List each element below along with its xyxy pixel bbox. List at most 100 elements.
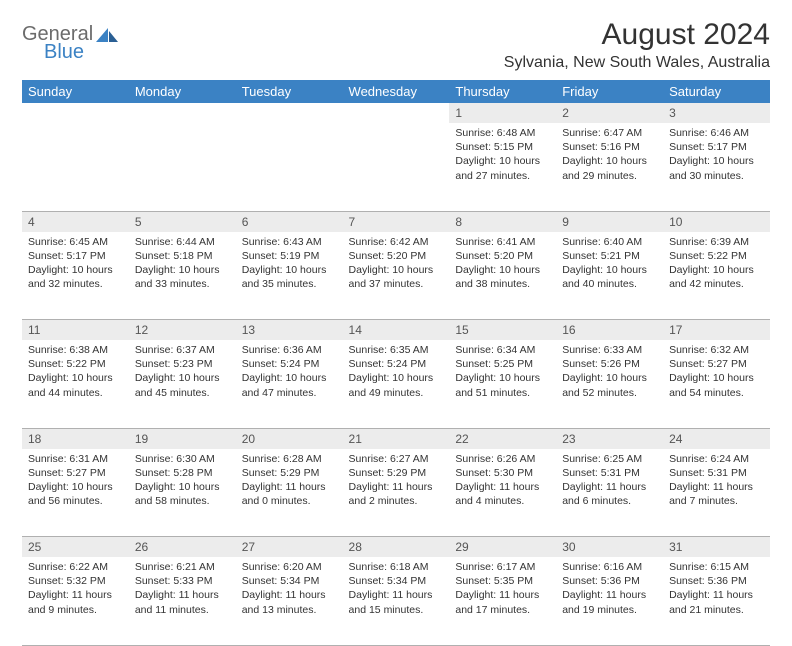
day-number-14: 14: [343, 320, 450, 341]
day-details-7: Sunrise: 6:42 AMSunset: 5:20 PMDaylight:…: [343, 232, 450, 298]
day-number-31: 31: [663, 537, 770, 558]
logo-part2: Blue: [44, 42, 118, 62]
weekday-thursday: Thursday: [449, 80, 556, 103]
day-number-4: 4: [22, 211, 129, 232]
day-cell-28: Sunrise: 6:18 AMSunset: 5:34 PMDaylight:…: [343, 557, 450, 645]
day-details-11: Sunrise: 6:38 AMSunset: 5:22 PMDaylight:…: [22, 340, 129, 406]
day-cell-11: Sunrise: 6:38 AMSunset: 5:22 PMDaylight:…: [22, 340, 129, 428]
day-details-15: Sunrise: 6:34 AMSunset: 5:25 PMDaylight:…: [449, 340, 556, 406]
day-cell-31: Sunrise: 6:15 AMSunset: 5:36 PMDaylight:…: [663, 557, 770, 645]
day-details-19: Sunrise: 6:30 AMSunset: 5:28 PMDaylight:…: [129, 449, 236, 515]
day-number-7: 7: [343, 211, 450, 232]
day-details-21: Sunrise: 6:27 AMSunset: 5:29 PMDaylight:…: [343, 449, 450, 515]
day-number-18: 18: [22, 428, 129, 449]
day-number-1: 1: [449, 103, 556, 123]
day-details-1: Sunrise: 6:48 AMSunset: 5:15 PMDaylight:…: [449, 123, 556, 189]
day-cell-5: Sunrise: 6:44 AMSunset: 5:18 PMDaylight:…: [129, 232, 236, 320]
day-number-2: 2: [556, 103, 663, 123]
day-cell-9: Sunrise: 6:40 AMSunset: 5:21 PMDaylight:…: [556, 232, 663, 320]
day-number-23: 23: [556, 428, 663, 449]
day-details-8: Sunrise: 6:41 AMSunset: 5:20 PMDaylight:…: [449, 232, 556, 298]
day-number-27: 27: [236, 537, 343, 558]
day-number-24: 24: [663, 428, 770, 449]
day-details-17: Sunrise: 6:32 AMSunset: 5:27 PMDaylight:…: [663, 340, 770, 406]
day-number-12: 12: [129, 320, 236, 341]
day-number-8: 8: [449, 211, 556, 232]
day-number-26: 26: [129, 537, 236, 558]
empty-cell: [22, 123, 129, 211]
day-cell-29: Sunrise: 6:17 AMSunset: 5:35 PMDaylight:…: [449, 557, 556, 645]
empty-daynum: [343, 103, 450, 123]
day-cell-26: Sunrise: 6:21 AMSunset: 5:33 PMDaylight:…: [129, 557, 236, 645]
day-cell-23: Sunrise: 6:25 AMSunset: 5:31 PMDaylight:…: [556, 449, 663, 537]
weekday-wednesday: Wednesday: [343, 80, 450, 103]
day-number-21: 21: [343, 428, 450, 449]
day-cell-2: Sunrise: 6:47 AMSunset: 5:16 PMDaylight:…: [556, 123, 663, 211]
day-cell-16: Sunrise: 6:33 AMSunset: 5:26 PMDaylight:…: [556, 340, 663, 428]
day-details-14: Sunrise: 6:35 AMSunset: 5:24 PMDaylight:…: [343, 340, 450, 406]
day-cell-15: Sunrise: 6:34 AMSunset: 5:25 PMDaylight:…: [449, 340, 556, 428]
weekday-monday: Monday: [129, 80, 236, 103]
day-number-17: 17: [663, 320, 770, 341]
day-details-9: Sunrise: 6:40 AMSunset: 5:21 PMDaylight:…: [556, 232, 663, 298]
day-details-22: Sunrise: 6:26 AMSunset: 5:30 PMDaylight:…: [449, 449, 556, 515]
day-cell-12: Sunrise: 6:37 AMSunset: 5:23 PMDaylight:…: [129, 340, 236, 428]
day-cell-24: Sunrise: 6:24 AMSunset: 5:31 PMDaylight:…: [663, 449, 770, 537]
day-cell-10: Sunrise: 6:39 AMSunset: 5:22 PMDaylight:…: [663, 232, 770, 320]
weekday-sunday: Sunday: [22, 80, 129, 103]
day-number-5: 5: [129, 211, 236, 232]
logo-sail-icon: [96, 28, 118, 42]
location: Sylvania, New South Wales, Australia: [504, 54, 770, 72]
day-details-26: Sunrise: 6:21 AMSunset: 5:33 PMDaylight:…: [129, 557, 236, 623]
day-cell-21: Sunrise: 6:27 AMSunset: 5:29 PMDaylight:…: [343, 449, 450, 537]
day-cell-6: Sunrise: 6:43 AMSunset: 5:19 PMDaylight:…: [236, 232, 343, 320]
day-cell-4: Sunrise: 6:45 AMSunset: 5:17 PMDaylight:…: [22, 232, 129, 320]
calendar-table: SundayMondayTuesdayWednesdayThursdayFrid…: [22, 80, 770, 646]
day-details-18: Sunrise: 6:31 AMSunset: 5:27 PMDaylight:…: [22, 449, 129, 515]
weekday-friday: Friday: [556, 80, 663, 103]
weekday-saturday: Saturday: [663, 80, 770, 103]
header: GeneralBlue August 2024 Sylvania, New So…: [22, 18, 770, 78]
day-details-12: Sunrise: 6:37 AMSunset: 5:23 PMDaylight:…: [129, 340, 236, 406]
day-details-6: Sunrise: 6:43 AMSunset: 5:19 PMDaylight:…: [236, 232, 343, 298]
day-details-10: Sunrise: 6:39 AMSunset: 5:22 PMDaylight:…: [663, 232, 770, 298]
day-details-29: Sunrise: 6:17 AMSunset: 5:35 PMDaylight:…: [449, 557, 556, 623]
day-number-30: 30: [556, 537, 663, 558]
logo: GeneralBlue: [22, 18, 118, 62]
empty-daynum: [22, 103, 129, 123]
empty-cell: [129, 123, 236, 211]
day-cell-14: Sunrise: 6:35 AMSunset: 5:24 PMDaylight:…: [343, 340, 450, 428]
day-number-10: 10: [663, 211, 770, 232]
day-number-29: 29: [449, 537, 556, 558]
day-cell-18: Sunrise: 6:31 AMSunset: 5:27 PMDaylight:…: [22, 449, 129, 537]
empty-daynum: [129, 103, 236, 123]
title-block: August 2024 Sylvania, New South Wales, A…: [504, 18, 770, 78]
day-number-16: 16: [556, 320, 663, 341]
day-number-6: 6: [236, 211, 343, 232]
day-details-25: Sunrise: 6:22 AMSunset: 5:32 PMDaylight:…: [22, 557, 129, 623]
day-details-24: Sunrise: 6:24 AMSunset: 5:31 PMDaylight:…: [663, 449, 770, 515]
day-details-27: Sunrise: 6:20 AMSunset: 5:34 PMDaylight:…: [236, 557, 343, 623]
day-number-25: 25: [22, 537, 129, 558]
day-details-3: Sunrise: 6:46 AMSunset: 5:17 PMDaylight:…: [663, 123, 770, 189]
day-number-11: 11: [22, 320, 129, 341]
day-cell-22: Sunrise: 6:26 AMSunset: 5:30 PMDaylight:…: [449, 449, 556, 537]
day-number-19: 19: [129, 428, 236, 449]
day-details-20: Sunrise: 6:28 AMSunset: 5:29 PMDaylight:…: [236, 449, 343, 515]
month-title: August 2024: [504, 18, 770, 52]
day-number-9: 9: [556, 211, 663, 232]
day-cell-30: Sunrise: 6:16 AMSunset: 5:36 PMDaylight:…: [556, 557, 663, 645]
day-cell-3: Sunrise: 6:46 AMSunset: 5:17 PMDaylight:…: [663, 123, 770, 211]
day-cell-25: Sunrise: 6:22 AMSunset: 5:32 PMDaylight:…: [22, 557, 129, 645]
day-cell-8: Sunrise: 6:41 AMSunset: 5:20 PMDaylight:…: [449, 232, 556, 320]
day-details-28: Sunrise: 6:18 AMSunset: 5:34 PMDaylight:…: [343, 557, 450, 623]
day-number-28: 28: [343, 537, 450, 558]
day-details-4: Sunrise: 6:45 AMSunset: 5:17 PMDaylight:…: [22, 232, 129, 298]
day-details-13: Sunrise: 6:36 AMSunset: 5:24 PMDaylight:…: [236, 340, 343, 406]
day-number-22: 22: [449, 428, 556, 449]
weekday-header: SundayMondayTuesdayWednesdayThursdayFrid…: [22, 80, 770, 103]
day-details-5: Sunrise: 6:44 AMSunset: 5:18 PMDaylight:…: [129, 232, 236, 298]
empty-cell: [236, 123, 343, 211]
day-details-31: Sunrise: 6:15 AMSunset: 5:36 PMDaylight:…: [663, 557, 770, 623]
empty-cell: [343, 123, 450, 211]
